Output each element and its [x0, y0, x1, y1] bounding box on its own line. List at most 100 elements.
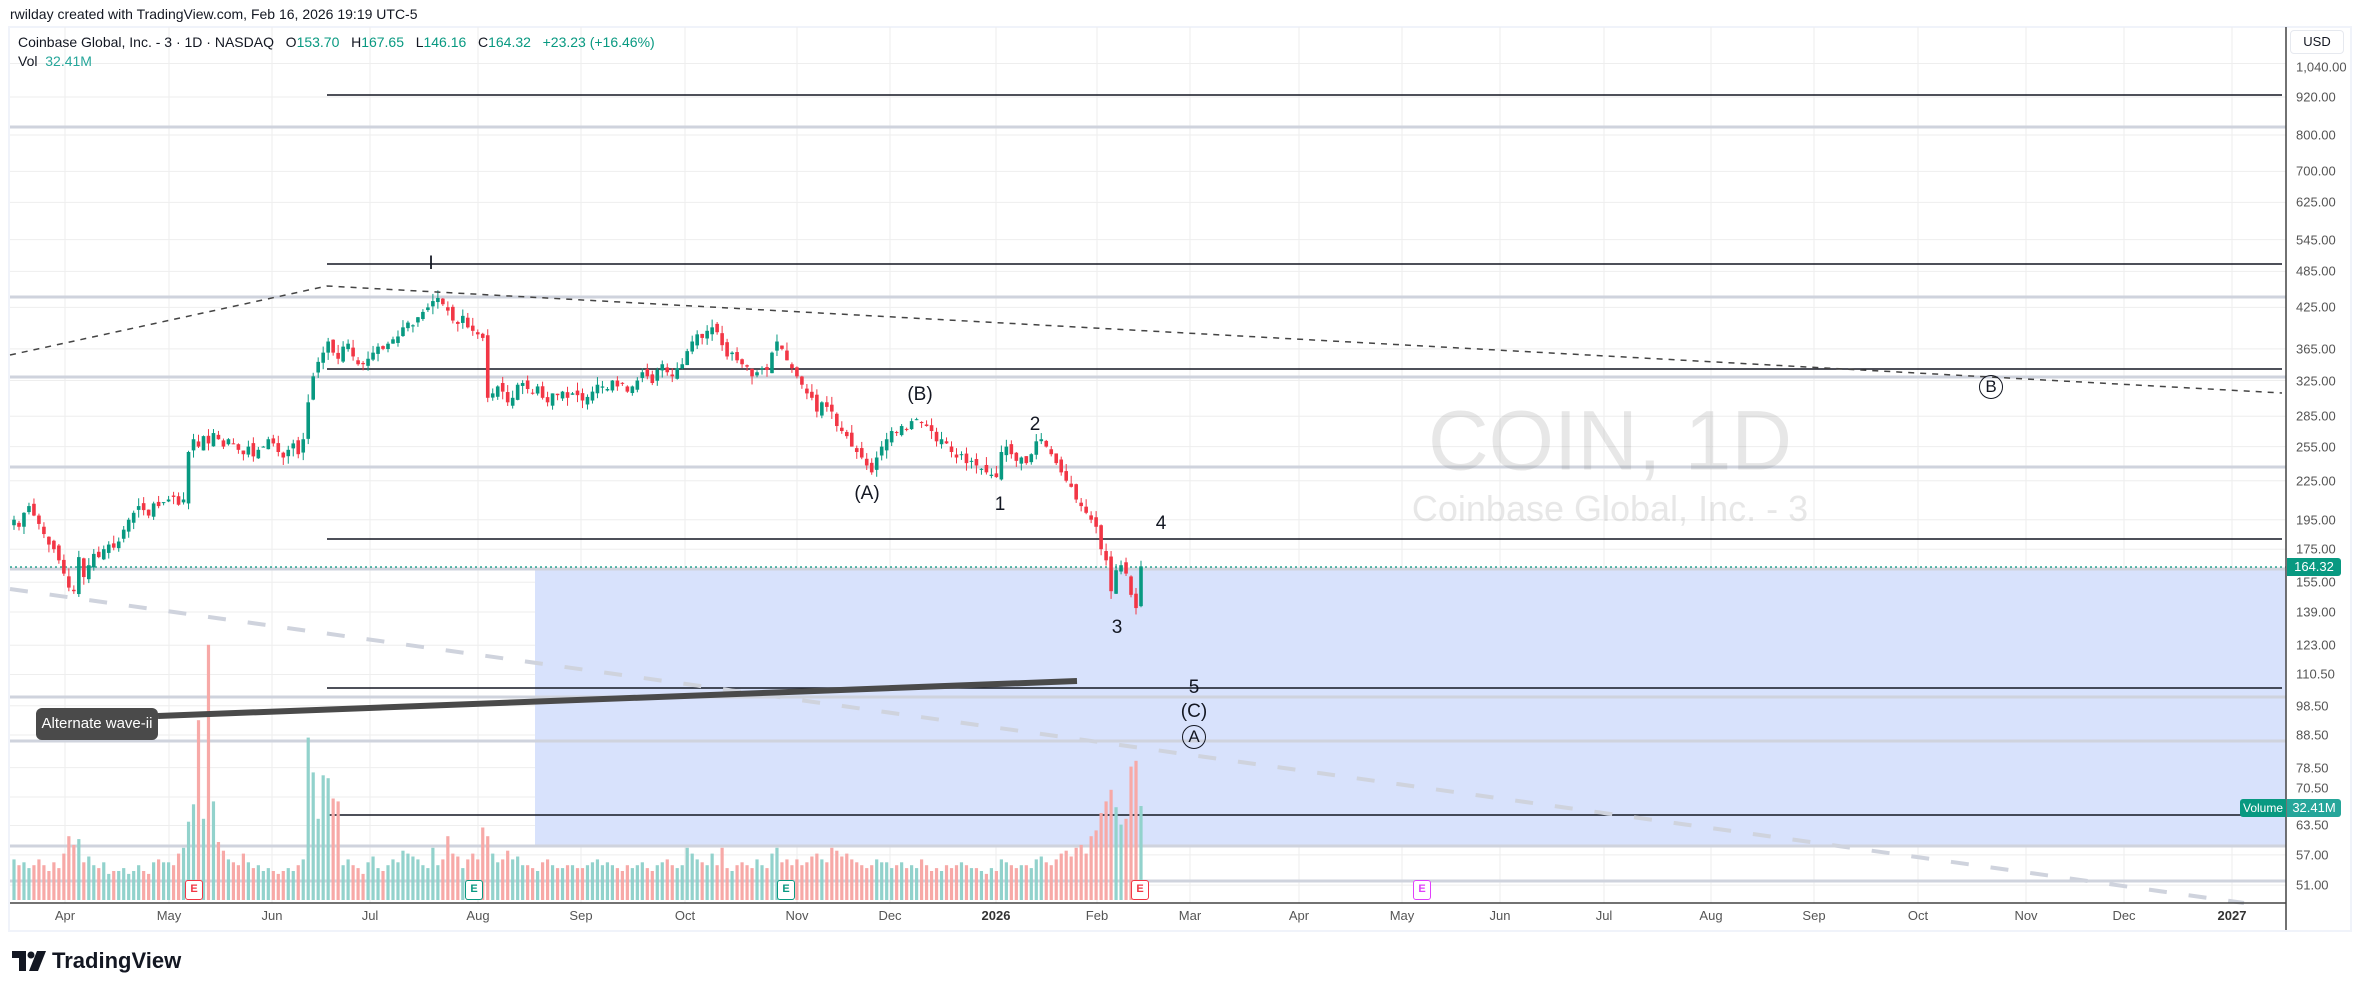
candle-body [680, 364, 685, 369]
target-zone-rectangle[interactable] [535, 569, 2286, 846]
volume-bar [845, 853, 849, 900]
price-tick-label: 78.50 [2296, 760, 2329, 776]
volume-bar [456, 856, 460, 900]
candle-body [181, 499, 186, 503]
volume-bar [890, 868, 894, 900]
wave-label[interactable]: A [1182, 725, 1206, 749]
wave-label[interactable]: B [1979, 375, 2003, 399]
candle-body [690, 341, 694, 352]
wave-label[interactable]: 4 [1155, 513, 1167, 534]
candle-body [22, 512, 26, 527]
alternate-wave-callout[interactable]: Alternate wave-ii [36, 708, 158, 740]
volume-bar [964, 865, 969, 900]
earnings-marker-icon[interactable]: E [777, 880, 795, 900]
candle-body [161, 502, 166, 504]
candle-body [376, 346, 380, 354]
wave-label[interactable]: 5 [1188, 677, 1200, 698]
candle-body [196, 441, 201, 447]
candle-body [436, 297, 440, 303]
volume-bar [301, 859, 305, 900]
volume-bar [630, 868, 634, 900]
candle-body [1084, 506, 1088, 513]
price-tick-label: 123.00 [2296, 637, 2336, 653]
wave-label[interactable]: 2 [1029, 414, 1041, 435]
volume-bar [1064, 850, 1068, 900]
price-tick-label: 700.00 [2296, 163, 2336, 179]
volume-legend[interactable]: Vol 32.41M [18, 53, 92, 69]
candle-body [934, 431, 939, 442]
earnings-marker-icon[interactable]: E [1413, 880, 1431, 900]
candle-body [241, 450, 246, 455]
wave-label[interactable]: (C) [1180, 701, 1208, 722]
volume-bar [47, 871, 51, 900]
volume-bar [481, 827, 485, 900]
open-value: 153.70 [296, 34, 340, 50]
candle-body [286, 449, 291, 457]
volume-bar [496, 862, 500, 900]
volume-bar [785, 859, 789, 900]
currency-button[interactable]: USD [2290, 30, 2344, 54]
volume-bar [550, 865, 555, 900]
volume-bars [12, 644, 1143, 900]
volume-bar [371, 856, 375, 900]
volume-bar [929, 871, 934, 900]
price-tick-label: 625.00 [2296, 194, 2336, 210]
volume-bar [860, 865, 864, 900]
price-tick-label: 70.50 [2296, 780, 2329, 796]
volume-bar [406, 853, 410, 900]
wave-label[interactable]: I [428, 253, 434, 274]
candle-body [191, 439, 196, 451]
earnings-marker-icon[interactable]: E [185, 880, 203, 900]
candle-body [805, 388, 809, 394]
candle-body [645, 369, 650, 377]
wave-label[interactable]: (B) [907, 384, 933, 405]
symbol-legend[interactable]: Coinbase Global, Inc. - 3 · 1D · NASDAQ … [18, 34, 655, 50]
candle-body [695, 334, 699, 346]
wave-label[interactable]: 3 [1111, 617, 1123, 638]
time-tick-label: Jun [261, 908, 283, 923]
volume-bar [87, 856, 91, 900]
volume-bar [1004, 862, 1008, 900]
volume-bar [196, 720, 201, 900]
candle-body [1039, 439, 1044, 442]
volume-bar [745, 865, 749, 900]
candle-body [1034, 441, 1039, 455]
candle-body [91, 553, 96, 568]
tradingview-logo: TradingView [12, 948, 181, 974]
candle-body [1004, 446, 1009, 456]
earnings-marker-icon[interactable]: E [1131, 880, 1149, 900]
candle-body [82, 558, 86, 578]
volume-bar [900, 862, 904, 900]
volume-bar [720, 847, 724, 900]
candle-body [1069, 483, 1073, 487]
candle-body [715, 323, 719, 333]
candle-body [231, 443, 236, 445]
volume-bar [256, 865, 260, 900]
candle-body [730, 352, 734, 355]
candle-body [136, 506, 141, 510]
volume-bar [1049, 865, 1053, 900]
wave-label[interactable]: 1 [994, 494, 1006, 515]
volume-bar [695, 859, 699, 900]
volume-bar [127, 873, 131, 900]
dashed-trendline [9, 285, 2283, 394]
volume-bar [331, 798, 335, 900]
candle-body [441, 298, 445, 305]
volume-bar [32, 865, 36, 900]
watermark-name: Coinbase Global, Inc. - 3 [1411, 488, 1809, 529]
candle-body [1129, 576, 1133, 595]
candle-body [156, 501, 161, 507]
candle-body [675, 368, 680, 379]
candle-body [620, 382, 625, 384]
candle-body [291, 443, 296, 449]
volume-bar [112, 871, 116, 900]
candle-body [361, 362, 365, 365]
earnings-marker-icon[interactable]: E [465, 880, 483, 900]
candle-body [446, 307, 450, 311]
candle-body [391, 339, 395, 344]
candle-body [416, 317, 420, 323]
wave-label[interactable]: (A) [854, 483, 880, 504]
volume-bar [1119, 824, 1123, 900]
volume-bar [42, 865, 46, 900]
